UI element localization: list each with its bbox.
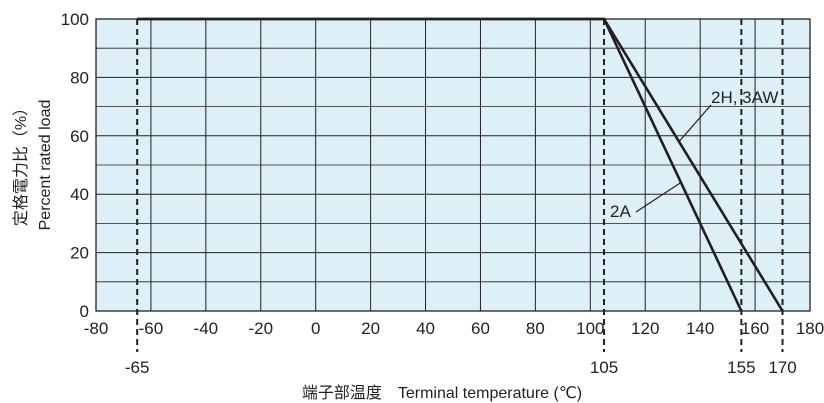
y-tick-labels: 0 20 40 60 80 100 xyxy=(61,10,89,321)
x-tick-label: 180 xyxy=(796,319,824,338)
annotation-leader-2h-3aw xyxy=(678,104,712,143)
series-line-2h-3aw xyxy=(137,17,784,312)
x-tick-label: 20 xyxy=(361,319,380,338)
marker-labels: -65 105 155 170 xyxy=(125,358,797,377)
y-axis-label-english: Percent rated load xyxy=(37,100,54,231)
y-tick-label: 0 xyxy=(80,302,89,321)
x-tick-label: -40 xyxy=(194,319,219,338)
x-tick-label: -20 xyxy=(248,319,273,338)
x-axis-label: 端子部温度 Terminal temperature (℃) xyxy=(302,384,582,402)
annotation-leaders xyxy=(635,104,712,213)
marker-label: 170 xyxy=(768,358,796,377)
x-tick-label: 140 xyxy=(686,319,714,338)
marker-lines xyxy=(136,19,784,352)
x-tick-label: 100 xyxy=(576,319,604,338)
marker-label: 105 xyxy=(590,358,618,377)
marker-label: 155 xyxy=(727,358,755,377)
annotation-label-2h-3aw: 2H, 3AW xyxy=(711,88,778,107)
marker-label: -65 xyxy=(125,358,150,377)
y-tick-label: 80 xyxy=(70,68,89,87)
x-tick-label: 160 xyxy=(741,319,769,338)
x-tick-label: 60 xyxy=(471,319,490,338)
x-tick-label: -60 xyxy=(139,319,164,338)
x-tick-labels: -80 -60 -40 -20 0 20 40 60 80 100 120 140 160 180 xyxy=(84,319,824,338)
y-tick-label: 60 xyxy=(70,127,89,146)
annotation-leader-2a xyxy=(635,182,682,213)
x-tick-label: 80 xyxy=(526,319,545,338)
x-tick-label: -80 xyxy=(84,319,109,338)
x-tick-label: 40 xyxy=(416,319,435,338)
y-axis-label-japanese: 定格電力比（%） xyxy=(12,100,30,226)
y-tick-label: 40 xyxy=(70,185,89,204)
series-lines xyxy=(137,17,784,312)
annotation-label-2a: 2A xyxy=(610,202,631,221)
y-tick-label: 100 xyxy=(61,10,89,29)
x-tick-label: 0 xyxy=(311,319,320,338)
x-tick-label: 120 xyxy=(631,319,659,338)
grid-lines xyxy=(95,18,811,312)
y-tick-label: 20 xyxy=(70,244,89,263)
